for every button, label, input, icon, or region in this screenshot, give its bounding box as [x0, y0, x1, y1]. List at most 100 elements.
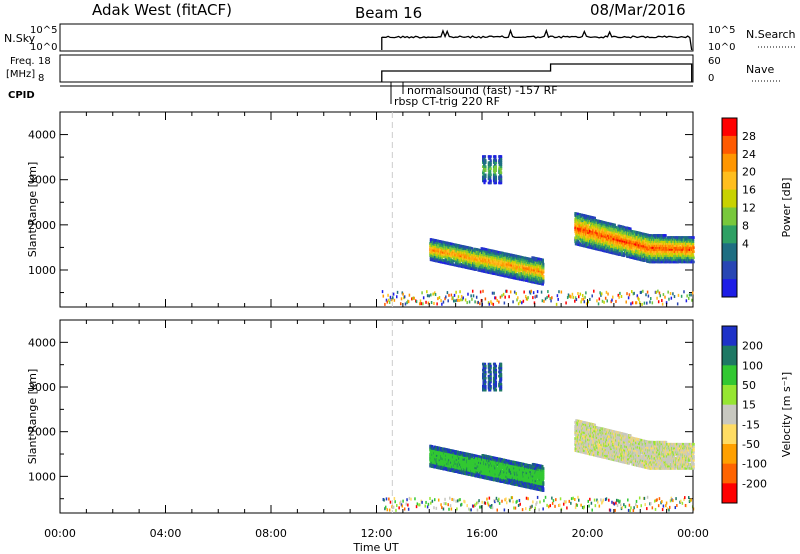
- echo-cell: [528, 290, 531, 294]
- echo-cell: [425, 300, 427, 304]
- echo-cell: [489, 181, 492, 185]
- echo-cell: [632, 244, 635, 248]
- echo-cell: [631, 242, 634, 245]
- echo-cell: [524, 295, 527, 299]
- echo-cell: [644, 241, 647, 244]
- echo-cell: [470, 294, 472, 298]
- echo-cell: [428, 294, 430, 298]
- echo-cell: [500, 167, 503, 171]
- echo-cell: [499, 295, 502, 299]
- echo-cell: [448, 293, 450, 297]
- echo-cell: [446, 247, 449, 251]
- echo-cell: [444, 297, 446, 301]
- echo-cell: [635, 251, 638, 254]
- echo-cell: [611, 243, 614, 247]
- echo-cell: [535, 294, 537, 298]
- echo-cell: [462, 296, 464, 300]
- echo-cell: [388, 300, 391, 304]
- echo-cell: [479, 267, 482, 270]
- echo-cell: [438, 246, 441, 249]
- echo-cell: [505, 268, 508, 272]
- echo-cell: [577, 212, 580, 216]
- station-title: Adak West (fitACF): [92, 1, 232, 19]
- echo-cell: [387, 293, 389, 297]
- echo-cell: [510, 257, 514, 261]
- echo-cell: [627, 231, 630, 234]
- echo-cell: [467, 260, 470, 264]
- echo-cell: [481, 267, 485, 271]
- echo-cell: [640, 232, 643, 235]
- echo-cell: [623, 254, 626, 258]
- echo-cell: [594, 233, 597, 236]
- echo-cell: [645, 257, 648, 261]
- echo-cell: [682, 248, 685, 252]
- echo-cell: [691, 252, 694, 256]
- echo-cell: [647, 248, 650, 251]
- echo-cell: [471, 261, 475, 265]
- echo-cell: [484, 169, 487, 173]
- echo-cell: [502, 256, 505, 259]
- nsky-tick-top: 10^5: [30, 25, 57, 36]
- echo-cell: [678, 260, 681, 264]
- echo-cell: [489, 173, 492, 177]
- echo-cell: [542, 276, 545, 280]
- echo-cell: [598, 248, 602, 252]
- echo-cell: [461, 298, 464, 302]
- echo-cell: [536, 294, 538, 298]
- echo-cell: [532, 291, 535, 295]
- echo-cell: [388, 298, 390, 302]
- echo-cell: [593, 231, 596, 234]
- echo-cell: [542, 266, 545, 270]
- echo-region: [429, 238, 545, 286]
- echo-cell: [403, 295, 406, 299]
- echo-cell: [688, 254, 691, 258]
- echo-cell: [654, 258, 657, 262]
- echo-cell: [415, 300, 418, 304]
- echo-cell: [441, 302, 443, 306]
- echo-cell: [393, 298, 396, 302]
- echo-cell: [500, 263, 504, 267]
- echo-cell: [458, 298, 461, 302]
- freq-unit-label: [MHz]: [6, 69, 35, 80]
- echo-cell: [678, 244, 681, 247]
- echo-cell: [494, 155, 497, 158]
- echo-cell: [608, 246, 611, 250]
- echo-cell: [644, 237, 647, 240]
- echo-cell: [483, 155, 487, 158]
- echo-cell: [471, 249, 475, 253]
- echo-cell: [668, 254, 671, 258]
- echo-cell: [391, 298, 393, 302]
- echo-cell: [429, 252, 432, 255]
- nsearch-label: N.Search: [746, 28, 796, 41]
- echo-cell: [521, 268, 524, 271]
- echo-cell: [534, 295, 536, 299]
- echo-cell: [649, 252, 652, 256]
- echo-cell: [436, 249, 440, 253]
- echo-cell: [500, 171, 503, 175]
- echo-cell: [483, 163, 486, 166]
- echo-cell: [613, 241, 616, 245]
- echo-cell: [472, 294, 475, 298]
- echo-cell: [462, 247, 465, 250]
- beam-title: Beam 16: [355, 4, 422, 22]
- echo-cell: [676, 238, 680, 241]
- echo-cell: [510, 259, 513, 263]
- echo-cell: [475, 260, 478, 263]
- echo-cell: [461, 249, 464, 252]
- echo-cell: [542, 262, 545, 266]
- echo-cell: [587, 223, 590, 226]
- echo-cell: [674, 254, 678, 258]
- echo-cell: [504, 295, 506, 299]
- echo-cell: [415, 299, 417, 303]
- echo-cell: [516, 298, 518, 302]
- echo-cell: [438, 250, 441, 253]
- echo-cell: [488, 302, 491, 306]
- echo-cell: [660, 250, 663, 254]
- echo-cell: [654, 238, 657, 241]
- echo-cell: [392, 292, 395, 296]
- echo-cell: [508, 295, 510, 299]
- echo-cell: [638, 235, 641, 239]
- echo-cell: [532, 281, 535, 284]
- echo-cell: [507, 261, 510, 264]
- echo-cell: [631, 230, 634, 233]
